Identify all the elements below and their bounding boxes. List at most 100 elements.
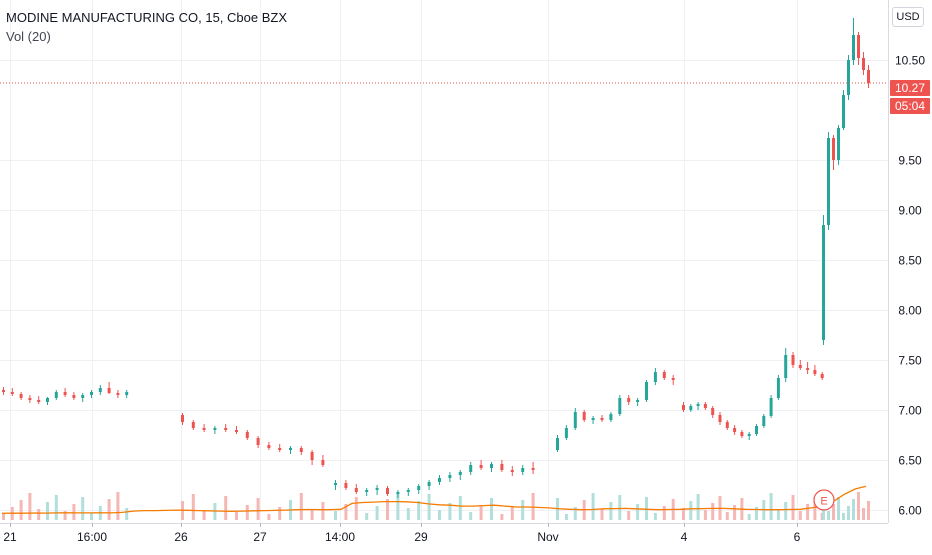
candle-body: [662, 372, 666, 378]
volume-bar: [278, 507, 282, 520]
candle-body: [653, 372, 657, 382]
volume-bar: [798, 511, 802, 520]
candle-body: [762, 416, 766, 426]
candle-body: [235, 430, 238, 432]
candle-body: [202, 428, 206, 430]
y-tick-label: 9.00: [898, 204, 922, 218]
candle-body: [822, 225, 825, 340]
candle-body: [682, 405, 685, 410]
volume-bar: [564, 514, 568, 520]
volume-bar: [725, 512, 729, 520]
candle-body: [98, 388, 102, 392]
candle-body: [354, 488, 358, 492]
volume-bar: [81, 497, 85, 520]
candle-body: [725, 422, 729, 428]
volume-bar: [500, 514, 504, 520]
candle-body: [191, 422, 195, 428]
candle-body: [609, 414, 613, 420]
volume-bar: [46, 502, 49, 520]
x-tick-label: 4: [681, 530, 688, 544]
volume-bar: [837, 497, 840, 520]
volume-bar: [755, 507, 758, 520]
volume-bar: [591, 493, 595, 520]
currency-button[interactable]: USD: [892, 7, 924, 27]
volume-bar: [645, 497, 648, 520]
volume-bar: [769, 493, 773, 520]
volume-bar: [832, 504, 835, 520]
candle-body: [531, 468, 535, 470]
candle-body: [747, 434, 751, 436]
price-axis[interactable]: 6.00 6.50 7.00 7.50 8.00 8.50 9.00 9.50 10.50: [895, 54, 925, 518]
last-price-badge: 10.27: [890, 80, 930, 96]
volume-bar: [344, 504, 348, 520]
volume-bar: [847, 506, 850, 520]
volume-bar: [458, 496, 462, 520]
candle-body: [636, 400, 640, 402]
candle-body: [769, 398, 773, 416]
volume-bar: [28, 493, 32, 520]
x-tick-label: 6: [794, 530, 801, 544]
candle-body: [573, 412, 577, 428]
candle-body: [842, 95, 845, 128]
volume-bar: [636, 504, 640, 520]
volume-bars: [2, 492, 870, 520]
candle-body: [689, 406, 693, 410]
volume-bar: [396, 492, 400, 520]
y-tick-label: 8.50: [898, 254, 922, 268]
volume-bar: [107, 499, 111, 520]
volume-bar: [852, 499, 855, 520]
volume-bar: [689, 501, 693, 520]
volume-bar: [90, 513, 93, 520]
earnings-marker[interactable]: E: [813, 489, 835, 511]
volume-bar: [202, 510, 206, 520]
candle-body: [321, 460, 325, 465]
candle-body: [72, 395, 76, 398]
volume-bar: [235, 512, 238, 520]
candle-body: [591, 418, 595, 420]
candle-body: [224, 428, 228, 430]
candle-body: [862, 58, 865, 70]
volume-bar: [406, 508, 410, 520]
candle-body: [847, 60, 850, 95]
volume-bar: [245, 505, 249, 520]
candle-body: [740, 432, 744, 436]
candle-body: [278, 448, 282, 450]
volume-bar: [867, 501, 870, 520]
candle-body: [46, 398, 49, 402]
candle-body: [365, 490, 369, 492]
candle-body: [448, 475, 452, 478]
candle-body: [671, 378, 675, 380]
candle-body: [852, 35, 855, 60]
volume-bar: [375, 506, 379, 520]
earnings-marker-label: E: [820, 496, 827, 508]
candle-body: [396, 492, 400, 494]
candle-body: [832, 138, 835, 160]
candle-body: [479, 465, 483, 468]
candle-body: [406, 490, 410, 492]
candle-body: [2, 390, 5, 392]
candle-body: [125, 392, 129, 395]
candle-body: [181, 415, 184, 422]
candle-body: [806, 368, 810, 370]
candle-body: [116, 393, 120, 395]
volume-bar: [747, 514, 751, 520]
candle-body: [645, 382, 648, 400]
volume-bar: [510, 507, 514, 520]
x-tick-label: 26: [174, 530, 188, 544]
candle-body: [867, 70, 870, 83]
volume-bar: [365, 513, 369, 520]
volume-bar: [842, 513, 845, 520]
candle-body: [784, 355, 788, 378]
volume-bar: [310, 509, 314, 520]
volume-bar: [857, 492, 860, 520]
time-axis[interactable]: 21 16:00 26 27 14:00 29 Nov 4 6: [3, 523, 801, 544]
candle-body: [299, 448, 303, 452]
volume-bar: [490, 498, 493, 520]
candle-body: [711, 408, 715, 415]
volume-bar: [267, 514, 271, 520]
candle-body: [618, 398, 622, 414]
volume-bar: [427, 494, 431, 520]
candle-body: [245, 432, 249, 438]
